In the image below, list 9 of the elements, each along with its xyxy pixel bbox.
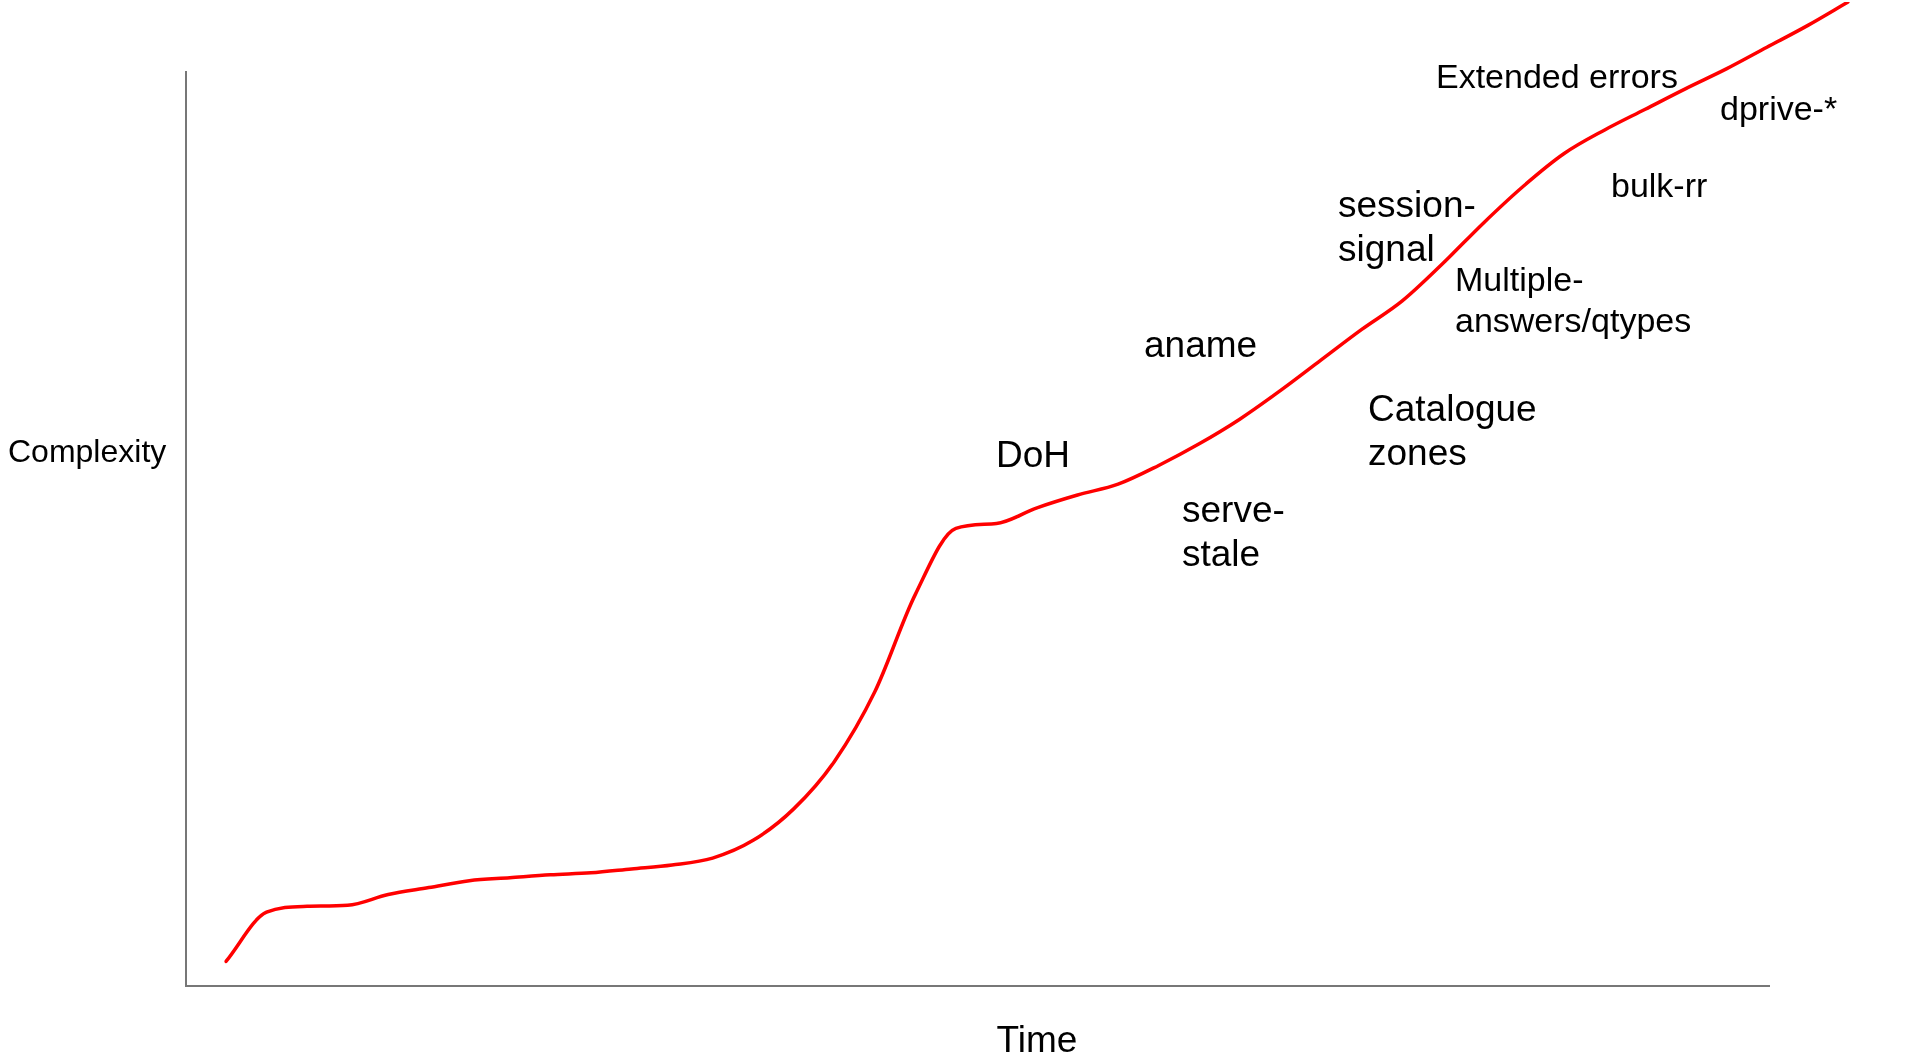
annotation: bulk-rr (1611, 165, 1709, 206)
annotation: Extended errors (1436, 57, 1678, 95)
annotation: serve-stale (1182, 488, 1286, 576)
x-axis-title: Time (995, 1018, 1079, 1062)
annotation: dprive-* (1720, 88, 1839, 129)
annotation: aname (1144, 323, 1259, 367)
annotation: DoH (996, 433, 1072, 477)
annotation: Catalogue zones (1368, 387, 1538, 475)
y-axis-title: Complexity (8, 432, 167, 470)
